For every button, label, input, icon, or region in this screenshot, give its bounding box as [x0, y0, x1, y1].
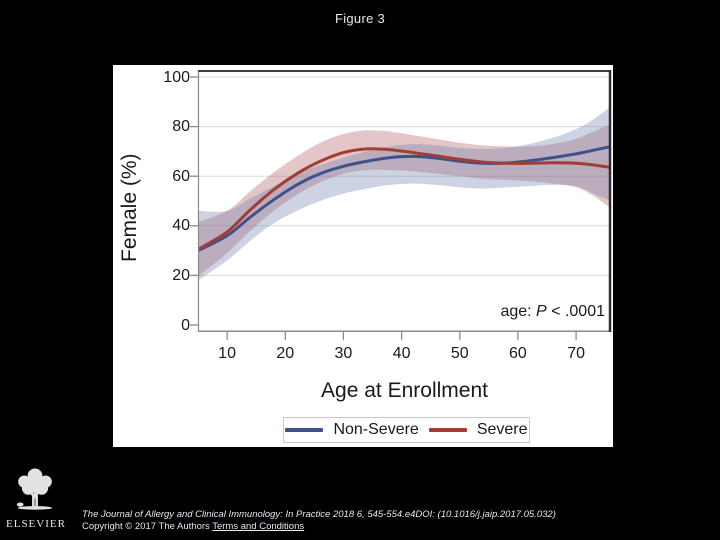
- terms-link[interactable]: Terms and Conditions: [212, 521, 305, 532]
- annotation-p: P: [536, 303, 547, 320]
- chart-legend: Non-Severe Severe: [283, 417, 530, 443]
- y-tick-100: 100: [163, 68, 190, 86]
- legend-swatch-non-severe: [285, 428, 324, 432]
- x-tick-30: 30: [334, 345, 353, 362]
- figure-title: Figure 3: [334, 11, 386, 26]
- x-axis-label: Age at Enrollment: [321, 379, 488, 402]
- y-tick-0: 0: [181, 316, 190, 334]
- x-tick-20: 20: [276, 345, 295, 362]
- copyright-line: Copyright © 2017 The Authors Terms and C…: [82, 521, 556, 533]
- x-tick-50: 50: [450, 345, 469, 362]
- footer-citation: The Journal of Allergy and Clinical Immu…: [82, 509, 556, 533]
- y-axis-label: Female (%): [118, 153, 141, 262]
- y-tick-80: 80: [172, 118, 190, 136]
- copyright-text: Copyright © 2017 The Authors: [82, 521, 213, 532]
- legend-label-severe: Severe: [476, 421, 528, 438]
- chart-panel: Female (%) 0 20 40 60 80 100 10 20 30 40 50 60 70 A…: [113, 65, 613, 447]
- y-tick-40: 40: [172, 217, 190, 235]
- chart-canvas: [190, 70, 612, 340]
- citation-line: The Journal of Allergy and Clinical Immu…: [82, 509, 556, 520]
- annotation-prefix: age:: [500, 303, 537, 320]
- elsevier-logo: ELSEVIER: [6, 466, 66, 530]
- legend-label-non-severe: Non-Severe: [333, 421, 419, 438]
- legend-swatch-severe: [428, 428, 467, 432]
- y-tick-20: 20: [172, 266, 190, 284]
- elsevier-tree-icon: [16, 468, 53, 510]
- x-tick-40: 40: [392, 345, 411, 362]
- x-tick-10: 10: [218, 345, 236, 362]
- p-value-annotation: age: P < .0001: [500, 303, 605, 321]
- x-tick-60: 60: [509, 345, 527, 362]
- elsevier-logo-text: ELSEVIER: [6, 518, 66, 530]
- y-tick-60: 60: [172, 167, 190, 185]
- annotation-suffix: < .0001: [546, 303, 605, 320]
- x-tick-70: 70: [567, 345, 585, 362]
